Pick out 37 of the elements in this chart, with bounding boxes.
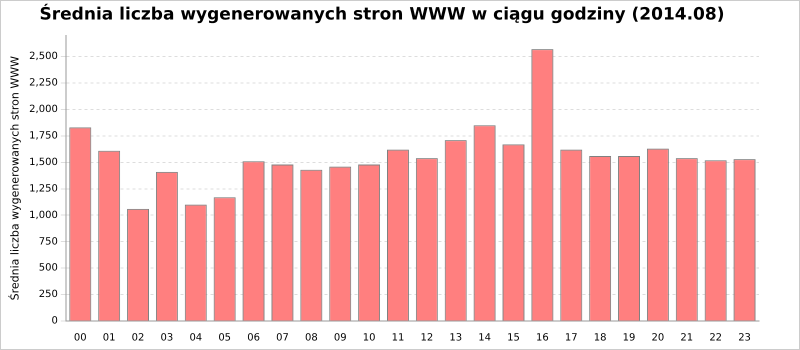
x-tick-label: 02: [132, 332, 144, 344]
y-tick-label: 2,250: [29, 78, 58, 89]
x-tick-label: 18: [594, 332, 607, 344]
y-tick-label: 2,500: [29, 51, 58, 62]
x-tick-label: 13: [449, 332, 462, 344]
x-tick-label: 20: [652, 332, 664, 344]
x-tick-label: 16: [536, 332, 549, 344]
x-tick-label: 07: [276, 332, 289, 344]
x-tick-label: 00: [74, 332, 87, 344]
y-tick-label: 2,000: [29, 104, 58, 116]
x-tick-label: 17: [564, 332, 578, 344]
y-tick-label: 750: [38, 236, 58, 248]
y-tick-label: 500: [38, 262, 58, 274]
x-tick-label: 03: [160, 332, 174, 344]
y-tick-label: 250: [38, 289, 58, 300]
chart-title: Średnia liczba wygenerowanych stron WWW w ciągu godziny (2014.08): [40, 4, 724, 25]
x-tick-label: 01: [102, 332, 116, 344]
x-tick-label: 21: [680, 332, 694, 344]
x-tick-label: 15: [507, 332, 520, 344]
y-tick-label: 1,250: [29, 183, 58, 194]
y-tick-label: 1,000: [29, 210, 58, 221]
x-tick-label: 12: [420, 332, 434, 344]
x-tick-label: 11: [392, 332, 404, 344]
x-tick-label: 19: [622, 332, 636, 344]
y-tick-label: 0: [51, 316, 58, 327]
x-tick-label: 09: [334, 332, 347, 344]
x-tick-label: 08: [304, 332, 318, 344]
y-axis-title: Średnia liczba wygenerowanych stron WWW: [7, 56, 22, 300]
y-tick-label: 1,750: [29, 130, 58, 142]
x-tick-label: 10: [362, 332, 376, 344]
x-tick-label: 06: [247, 332, 260, 344]
x-tick-label: 22: [709, 332, 722, 344]
x-tick-label: 05: [218, 332, 232, 344]
x-tick-label: 14: [478, 332, 491, 344]
x-tick-label: 23: [738, 332, 751, 344]
y-tick-label: 1,500: [29, 156, 58, 168]
x-tick-label: 04: [189, 332, 202, 344]
